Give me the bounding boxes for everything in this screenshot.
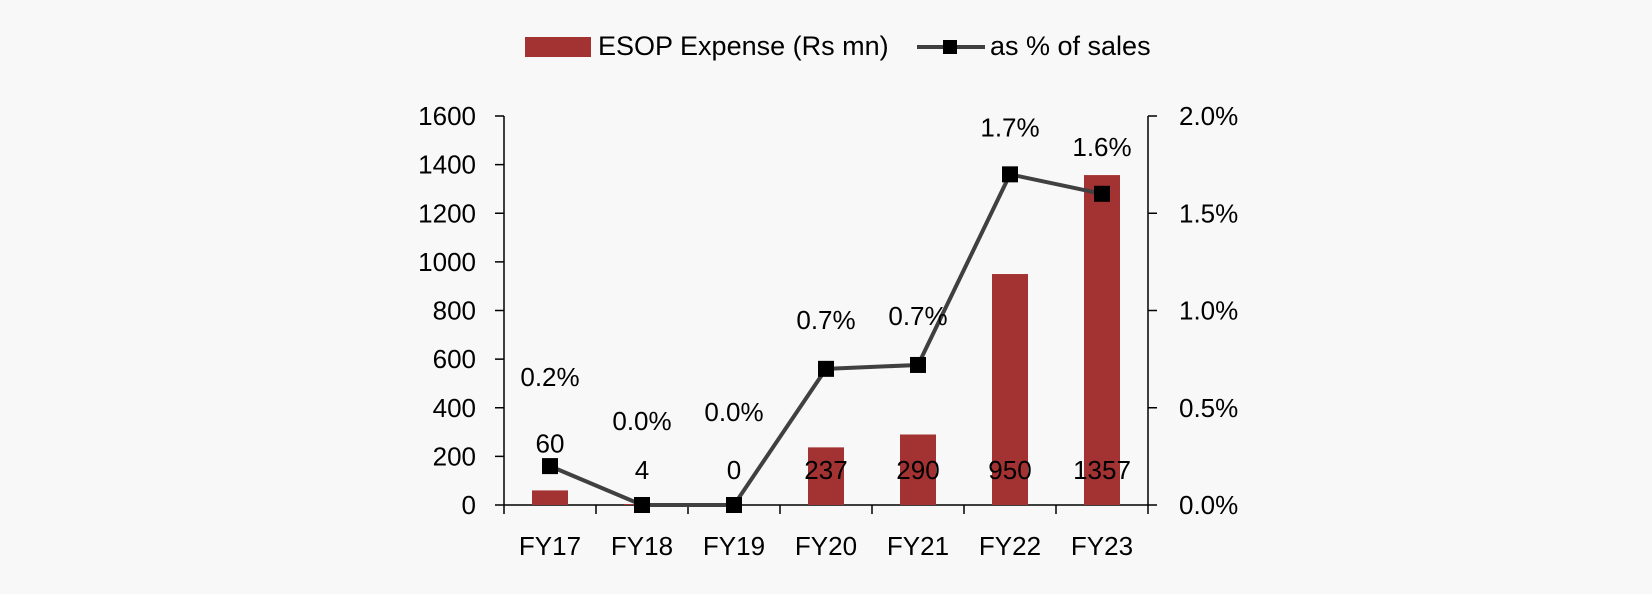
x-tick-label: FY18	[611, 531, 673, 561]
left-tick-label: 600	[433, 344, 476, 374]
percent-labels: 0.2% 0.0% 0.0% 0.7% 0.7% 1.7% 1.6%	[520, 112, 1131, 436]
bars	[532, 175, 1120, 505]
left-tick-label: 200	[433, 441, 476, 471]
percent-data-label: 0.7%	[796, 305, 855, 335]
legend-bar-label: ESOP Expense (Rs mn)	[598, 31, 889, 61]
percent-marker	[1002, 166, 1018, 183]
right-tick-label: 0.0%	[1179, 490, 1238, 520]
axes: 020040060080010001200140016000.0%0.5%1.0…	[418, 101, 1238, 561]
right-tick-label: 1.0%	[1179, 296, 1238, 326]
percent-line-layer	[542, 166, 1110, 513]
legend-line-label: as % of sales	[990, 31, 1151, 61]
esop-bar	[900, 434, 936, 505]
x-tick-label: FY17	[519, 531, 581, 561]
esop-bar	[992, 274, 1028, 505]
left-tick-label: 1000	[418, 247, 476, 277]
percent-marker	[1094, 185, 1110, 202]
percent-data-label: 0.0%	[704, 397, 763, 427]
percent-data-label: 0.2%	[520, 362, 579, 392]
bar-data-label: 1357	[1073, 455, 1131, 485]
percent-marker	[818, 360, 834, 377]
legend-bar-swatch	[525, 37, 591, 57]
legend: ESOP Expense (Rs mn) as % of sales	[525, 31, 1151, 61]
percent-marker	[634, 497, 650, 513]
percent-marker	[726, 497, 742, 513]
bar-data-label: 950	[988, 455, 1031, 485]
right-tick-label: 1.5%	[1179, 198, 1238, 228]
x-tick-label: FY20	[795, 531, 857, 561]
bar-data-label: 4	[635, 455, 649, 485]
esop-bar	[808, 447, 844, 505]
right-tick-label: 2.0%	[1179, 101, 1238, 131]
left-tick-label: 1600	[418, 101, 476, 131]
percent-data-label: 1.7%	[980, 112, 1039, 142]
right-tick-label: 0.5%	[1179, 393, 1238, 423]
legend-line-marker-icon	[943, 40, 957, 54]
x-tick-label: FY19	[703, 531, 765, 561]
percent-marker	[542, 458, 558, 475]
percent-data-label: 1.6%	[1072, 132, 1131, 162]
percent-data-label: 0.0%	[612, 406, 671, 436]
esop-bar	[532, 490, 568, 505]
left-tick-label: 800	[433, 296, 476, 326]
bar-data-label: 290	[896, 455, 939, 485]
percent-marker	[910, 356, 926, 373]
x-tick-label: FY22	[979, 531, 1041, 561]
x-tick-label: FY23	[1071, 531, 1133, 561]
left-tick-label: 400	[433, 393, 476, 423]
bar-data-label: 237	[804, 455, 847, 485]
bar-labels: 60 4 0 237 290 950 1357	[536, 428, 1131, 485]
x-tick-label: FY21	[887, 531, 949, 561]
bar-data-label: 0	[727, 455, 741, 485]
esop-bar	[1084, 175, 1120, 505]
bar-data-label: 60	[536, 428, 565, 458]
percent-data-label: 0.7%	[888, 301, 947, 331]
left-tick-label: 0	[462, 490, 476, 520]
left-tick-label: 1400	[418, 150, 476, 180]
left-tick-label: 1200	[418, 198, 476, 228]
